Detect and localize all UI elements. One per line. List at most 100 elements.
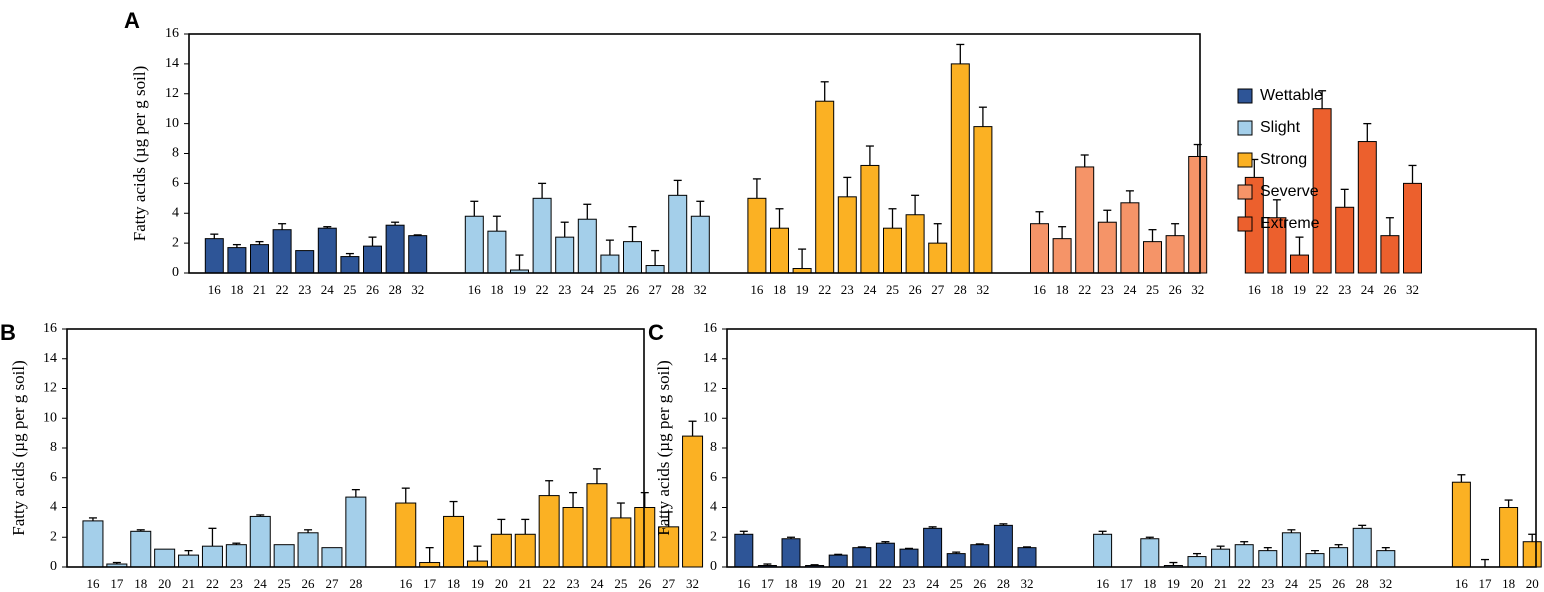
x-tick-label: 19 xyxy=(513,282,526,297)
bar xyxy=(993,524,1013,568)
x-tick-label: 21 xyxy=(182,576,195,591)
x-tick-label: 25 xyxy=(886,282,899,297)
x-tick-label: 20 xyxy=(495,576,508,591)
bar xyxy=(815,100,835,274)
y-tick-label: 14 xyxy=(703,351,717,366)
x-tick-label: 22 xyxy=(276,282,289,297)
bar xyxy=(1187,556,1207,568)
bar xyxy=(610,517,632,568)
bar xyxy=(297,532,319,568)
bar xyxy=(946,553,966,568)
bar xyxy=(487,230,507,274)
x-tick-label: 26 xyxy=(1383,282,1397,297)
bar xyxy=(928,242,948,274)
bar xyxy=(532,197,552,274)
x-tick-label: 22 xyxy=(536,282,549,297)
x-tick-label: 23 xyxy=(567,576,580,591)
legend-label: Severve xyxy=(1260,183,1319,200)
x-tick-label: 25 xyxy=(1309,576,1322,591)
x-tick-label: 21 xyxy=(855,576,868,591)
bar xyxy=(837,196,857,274)
x-tick-label: 23 xyxy=(1101,282,1114,297)
x-tick-label: 19 xyxy=(1167,576,1180,591)
bar xyxy=(883,227,902,274)
y-tick-label: 6 xyxy=(710,470,717,485)
panel-label: C xyxy=(648,320,664,345)
bar xyxy=(562,507,584,568)
legend: Wettable Slight Strong Severve Extreme xyxy=(1237,87,1323,232)
x-tick-label: 25 xyxy=(614,576,627,591)
y-tick-label: 8 xyxy=(50,440,57,455)
x-tick-label: 32 xyxy=(694,282,707,297)
x-tick-label: 17 xyxy=(1479,576,1493,591)
bar xyxy=(408,235,428,274)
bar xyxy=(600,254,620,274)
bar xyxy=(1097,221,1117,274)
y-tick-label: 4 xyxy=(710,500,717,515)
bar xyxy=(1329,547,1349,568)
x-tick-label: 24 xyxy=(1285,576,1299,591)
bar xyxy=(1165,235,1185,274)
bar xyxy=(668,194,688,274)
y-tick-label: 4 xyxy=(172,205,179,220)
bar xyxy=(130,530,152,568)
y-tick-label: 8 xyxy=(172,146,179,161)
y-tick-label: 14 xyxy=(165,56,179,71)
y-tick-label: 14 xyxy=(43,351,57,366)
bar xyxy=(690,215,710,274)
legend-swatch xyxy=(1237,216,1253,232)
bar xyxy=(586,483,608,568)
bar xyxy=(82,520,104,568)
plot-frame xyxy=(66,328,645,568)
x-tick-label: 18 xyxy=(490,282,503,297)
x-tick-label: 18 xyxy=(230,282,243,297)
bar xyxy=(734,533,754,568)
x-tick-label: 19 xyxy=(1293,282,1306,297)
bar xyxy=(1075,166,1095,274)
y-tick-label: 6 xyxy=(172,176,179,191)
bar xyxy=(970,544,990,568)
x-tick-label: 18 xyxy=(1056,282,1069,297)
x-tick-label: 22 xyxy=(1078,282,1091,297)
x-tick-label: 24 xyxy=(1123,282,1137,297)
x-tick-label: 21 xyxy=(1214,576,1227,591)
x-tick-label: 20 xyxy=(1191,576,1204,591)
x-tick-label: 25 xyxy=(343,282,356,297)
x-tick-label: 16 xyxy=(86,576,100,591)
bar xyxy=(1017,547,1037,568)
y-tick-label: 16 xyxy=(43,321,57,336)
y-axis-label: Fatty acids (µg per g soil) xyxy=(9,360,28,536)
legend-swatch xyxy=(1237,152,1253,168)
x-tick-label: 25 xyxy=(950,576,963,591)
bar xyxy=(227,247,247,274)
bar xyxy=(1211,548,1231,568)
bar xyxy=(225,544,247,568)
bar xyxy=(828,554,848,568)
x-tick-label: 18 xyxy=(1502,576,1515,591)
x-tick-label: 23 xyxy=(1338,282,1351,297)
x-tick-label: 22 xyxy=(818,282,831,297)
x-tick-label: 24 xyxy=(1361,282,1375,297)
bar xyxy=(923,527,943,568)
x-tick-label: 27 xyxy=(325,576,339,591)
x-tick-label: 25 xyxy=(278,576,291,591)
bar xyxy=(250,244,269,274)
y-tick-label: 0 xyxy=(50,559,57,574)
x-tick-label: 23 xyxy=(841,282,854,297)
bar xyxy=(443,515,465,568)
bar xyxy=(781,538,801,568)
bar xyxy=(464,215,484,274)
bar xyxy=(1376,550,1396,568)
bar xyxy=(1290,254,1309,274)
x-tick-label: 28 xyxy=(671,282,684,297)
x-tick-label: 28 xyxy=(389,282,402,297)
x-tick-label: 27 xyxy=(649,282,663,297)
bar xyxy=(154,548,176,568)
panel-label: A xyxy=(124,8,140,33)
x-tick-label: 24 xyxy=(926,576,940,591)
bar xyxy=(1140,538,1160,568)
legend-label: Slight xyxy=(1260,119,1301,136)
x-tick-label: 32 xyxy=(1379,576,1392,591)
x-tick-label: 25 xyxy=(1146,282,1159,297)
